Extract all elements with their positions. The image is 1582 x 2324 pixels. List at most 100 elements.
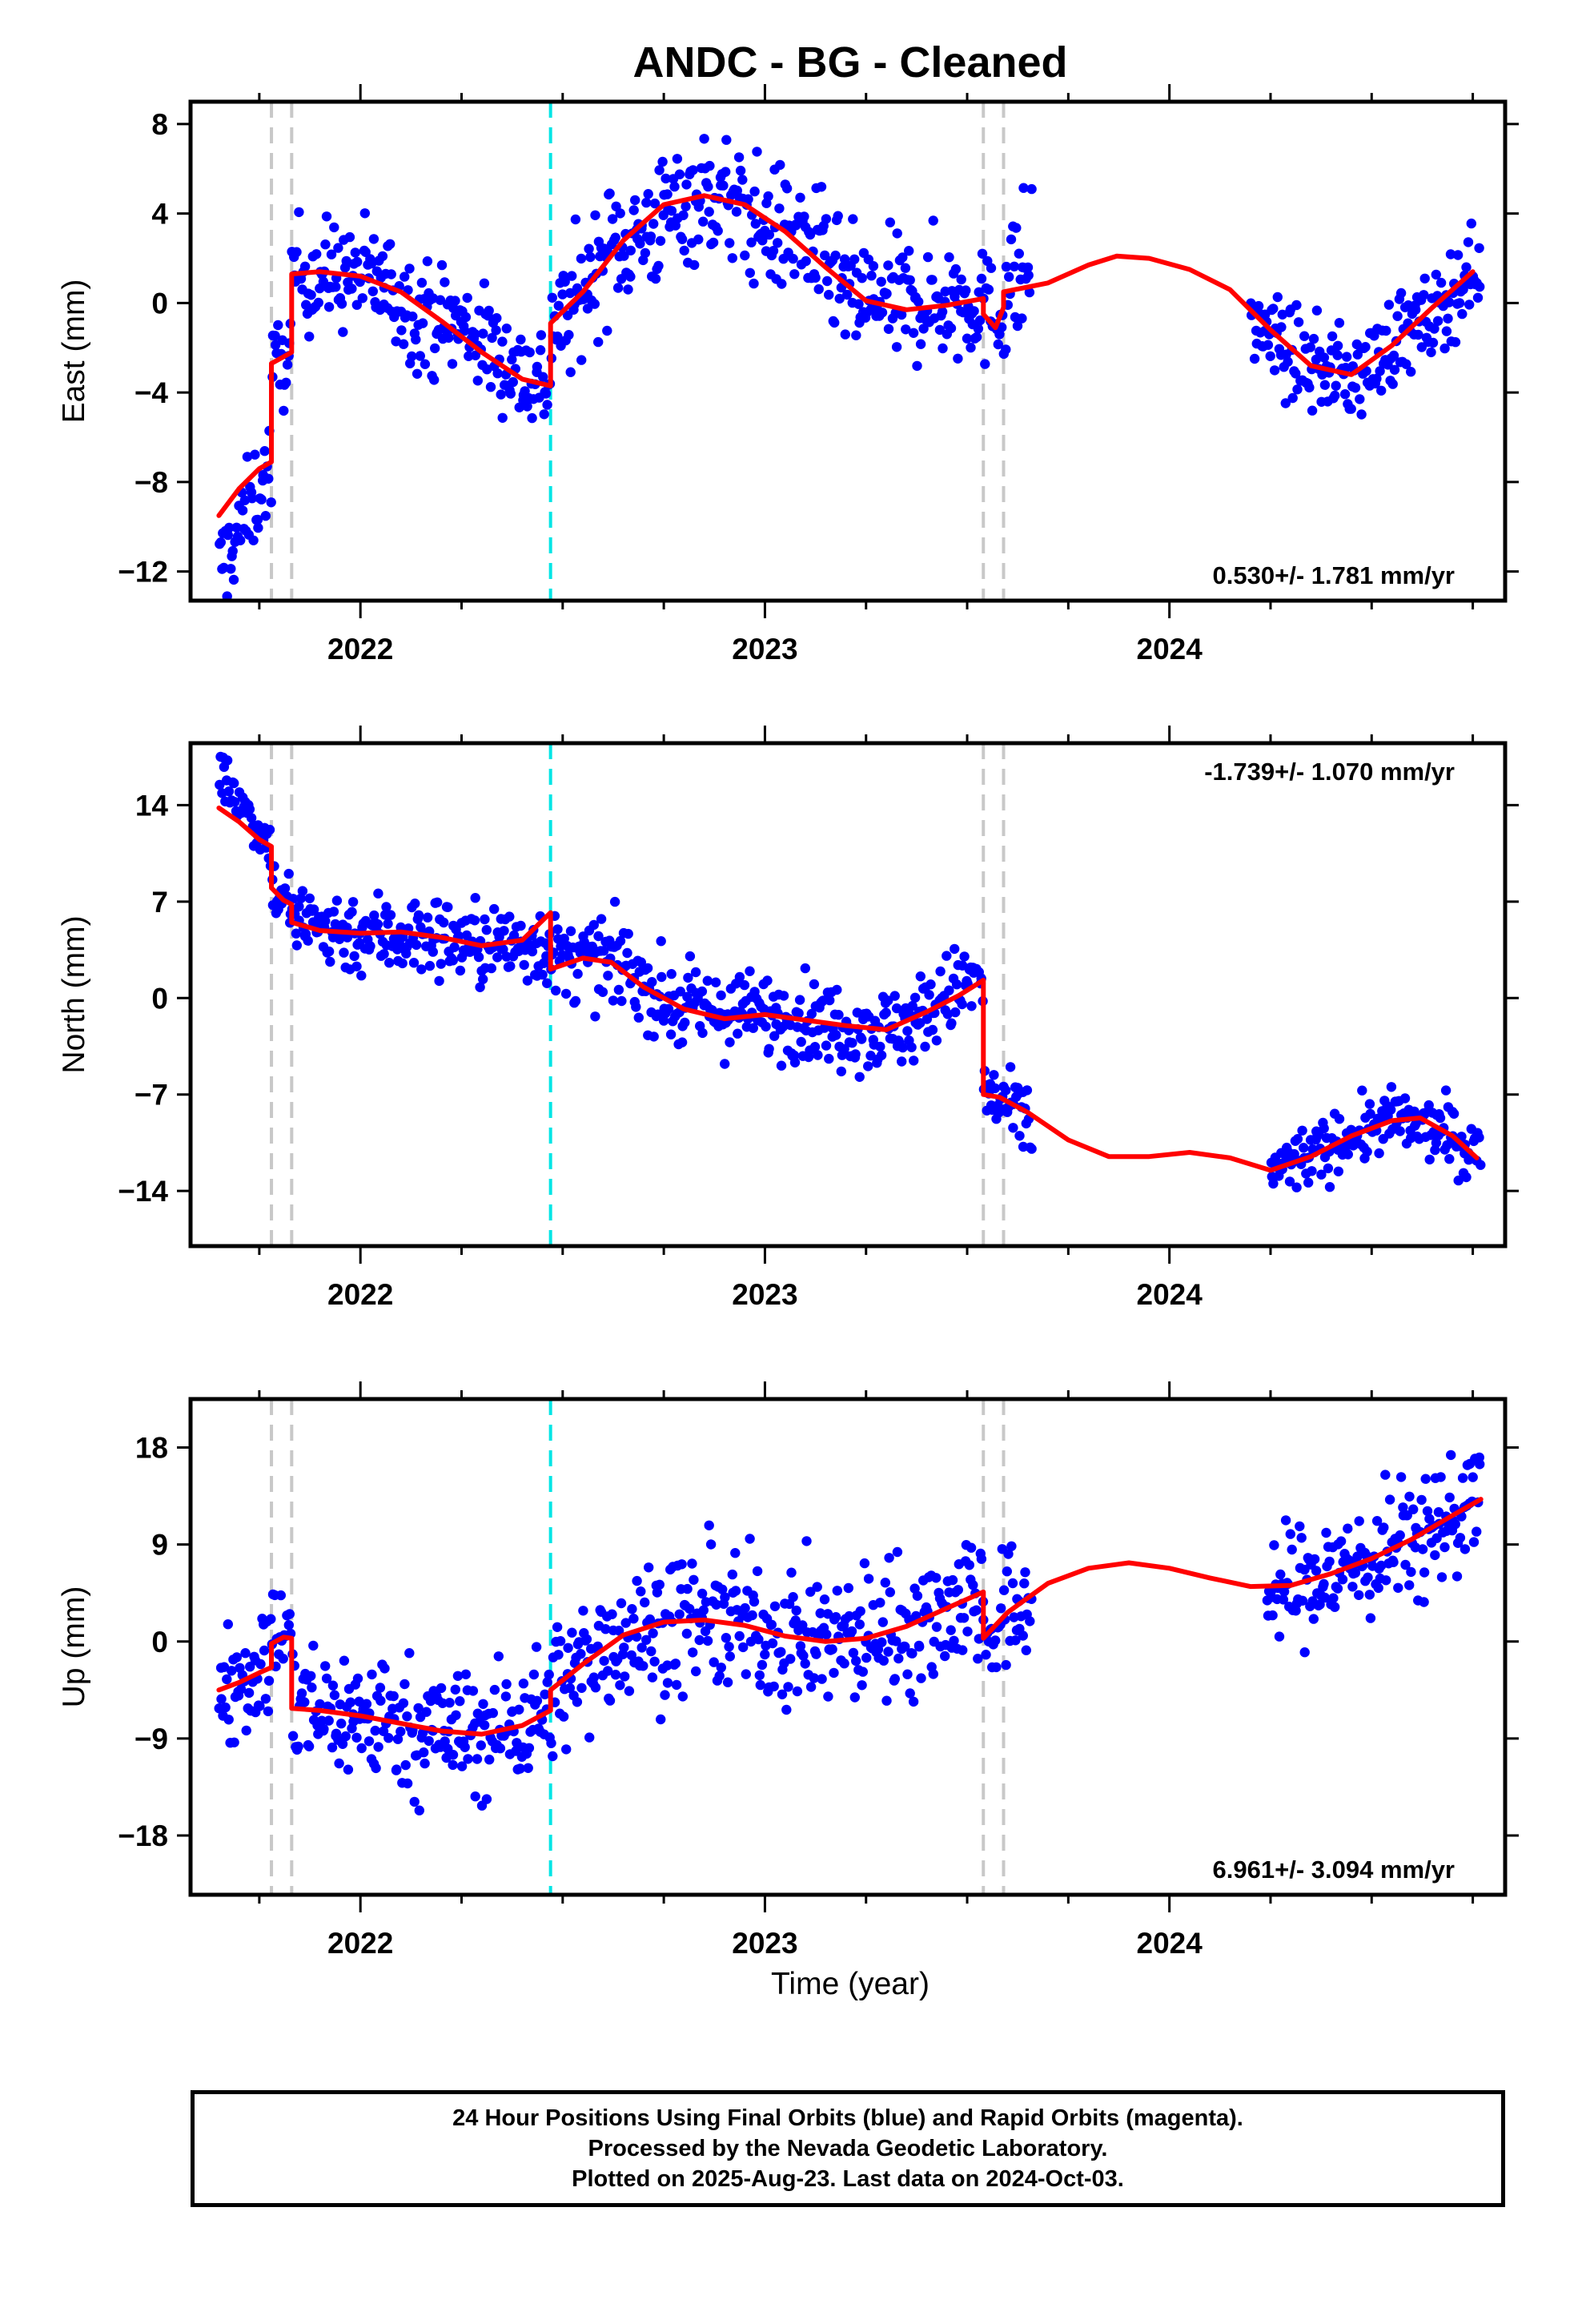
north-y-tick-label-4: 14 (135, 789, 169, 822)
east-point-579 (928, 215, 938, 226)
north-point-273 (551, 985, 561, 996)
north-point-610 (966, 1001, 977, 1011)
east-y-tick-label-2: −4 (135, 376, 169, 409)
up-point-489 (817, 1674, 827, 1684)
east-point-730 (1332, 340, 1343, 351)
up-y-tick-label-3: 9 (151, 1529, 168, 1562)
east-point-816 (1439, 343, 1450, 354)
up-point-657 (1025, 1616, 1035, 1626)
north-point-396 (702, 975, 713, 986)
east-point-557 (901, 324, 911, 335)
up-point-52 (278, 1654, 288, 1664)
east-point-250 (522, 401, 532, 412)
up-point-593 (946, 1625, 956, 1635)
up-point-89 (323, 1715, 334, 1726)
up-point-212 (476, 1740, 486, 1751)
east-point-221 (487, 332, 497, 344)
east-point-631 (993, 339, 1004, 350)
east-point-371 (672, 154, 683, 164)
up-point-210 (472, 1708, 483, 1719)
up-point-816 (1455, 1533, 1466, 1543)
east-point-367 (666, 206, 677, 216)
north-point-681 (1292, 1134, 1303, 1144)
up-point-569 (916, 1673, 926, 1683)
up-point-75 (307, 1683, 317, 1693)
north-point-480 (806, 1008, 817, 1019)
up-point-673 (1279, 1586, 1290, 1597)
up-point-215 (480, 1720, 490, 1731)
east-point-139 (386, 269, 396, 279)
east-point-678 (1269, 365, 1280, 376)
east-point-23 (242, 452, 253, 462)
north-point-689 (1303, 1177, 1314, 1188)
up-point-484 (811, 1649, 821, 1659)
up-point-465 (788, 1592, 798, 1602)
east-point-165 (417, 318, 428, 328)
north-point-177 (432, 897, 443, 908)
north-point-537 (876, 1050, 887, 1061)
east-point-215 (479, 278, 490, 288)
north-point-289 (570, 995, 581, 1007)
north-point-680 (1291, 1182, 1302, 1192)
up-point-497 (827, 1644, 837, 1655)
east-panel: 2022 2023 2024 −12 −8 −4 0 4 8 East (mm) 0.530+/- … (57, 84, 1519, 665)
east-point-828 (1454, 298, 1465, 308)
east-point-73 (304, 332, 315, 342)
east-point-45 (270, 331, 280, 341)
north-point-254 (527, 946, 538, 957)
up-point-12 (229, 1737, 239, 1747)
up-point-451 (769, 1601, 781, 1612)
east-point-160 (412, 368, 423, 379)
up-point-147 (396, 1727, 406, 1737)
north-point-747 (1374, 1148, 1384, 1159)
north-point-173 (428, 947, 438, 957)
east-point-263 (539, 409, 549, 420)
east-point-149 (398, 339, 409, 349)
north-point-13 (230, 797, 240, 807)
east-point-378 (681, 201, 691, 211)
up-point-50 (275, 1590, 286, 1601)
up-point-629 (990, 1635, 1001, 1646)
east-point-618 (976, 273, 987, 284)
up-point-397 (704, 1520, 714, 1531)
up-point-733 (1354, 1590, 1364, 1601)
up-point-336 (628, 1614, 639, 1624)
north-data-points (215, 751, 1486, 1192)
north-point-577 (926, 979, 936, 990)
east-point-456 (777, 279, 787, 289)
up-point-719 (1335, 1536, 1347, 1546)
north-point-325 (615, 935, 626, 947)
up-y-tick-label-2: 0 (151, 1626, 168, 1659)
north-point-281 (560, 988, 572, 999)
up-x-tick-label-1: 2023 (732, 1927, 797, 1960)
north-point-291 (572, 968, 583, 979)
up-point-742 (1364, 1590, 1375, 1600)
up-point-41 (263, 1675, 275, 1686)
east-point-369 (669, 181, 680, 192)
north-point-638 (1001, 1085, 1011, 1096)
north-point-472 (796, 1036, 806, 1047)
east-point-220 (485, 382, 496, 392)
north-point-756 (1386, 1104, 1396, 1116)
east-point-799 (1419, 290, 1429, 300)
up-point-634 (996, 1603, 1006, 1614)
north-point-563 (909, 1055, 919, 1066)
east-point-40 (263, 473, 274, 484)
north-point-705 (1323, 1163, 1334, 1174)
up-point-373 (674, 1609, 685, 1620)
east-point-807 (1427, 337, 1439, 348)
up-point-608 (964, 1560, 975, 1570)
up-point-4 (219, 1662, 230, 1672)
east-point-6 (222, 591, 232, 601)
east-point-254 (527, 412, 537, 424)
up-point-581 (931, 1573, 942, 1583)
up-point-685 (1295, 1521, 1305, 1532)
up-point-439 (755, 1679, 765, 1691)
up-point-651 (1018, 1630, 1029, 1641)
north-point-307 (593, 931, 604, 942)
east-point-238 (508, 376, 518, 388)
north-point-802 (1442, 1140, 1452, 1151)
up-point-317 (604, 1695, 616, 1706)
up-point-144 (391, 1764, 402, 1775)
east-point-587 (938, 343, 948, 354)
